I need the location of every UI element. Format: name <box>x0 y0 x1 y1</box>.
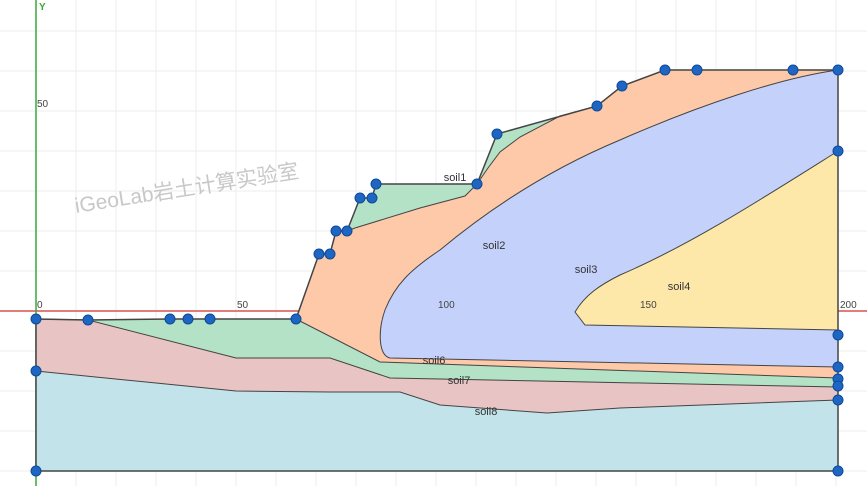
x-tick-label: 200 <box>840 300 857 311</box>
boundary <box>295 318 839 379</box>
x-tick-label: 50 <box>237 300 249 311</box>
vertex[interactable] <box>30 313 42 325</box>
soil-layers <box>35 69 839 472</box>
vertex[interactable] <box>341 225 353 237</box>
vertex[interactable] <box>659 64 671 76</box>
vertex[interactable] <box>491 128 503 140</box>
y-tick-label: 50 <box>37 99 49 110</box>
soil-label: soil4 <box>668 281 691 293</box>
vertex[interactable] <box>82 314 94 326</box>
soil-label: soil6 <box>423 355 446 367</box>
soil6-region <box>88 319 838 387</box>
x-tick-label: 150 <box>640 300 657 311</box>
vertex[interactable] <box>832 465 844 477</box>
vertex[interactable] <box>354 192 366 204</box>
vertex[interactable] <box>164 313 176 325</box>
vertex[interactable] <box>313 248 325 260</box>
x-tick-label: 100 <box>438 300 455 311</box>
soil1-region <box>336 184 477 231</box>
vertex[interactable] <box>832 361 844 373</box>
vertex[interactable] <box>832 145 844 157</box>
vertex[interactable] <box>324 248 336 260</box>
soil-label: soil8 <box>475 406 498 418</box>
vertex[interactable] <box>330 225 342 237</box>
vertex[interactable] <box>832 329 844 341</box>
soil1-region <box>477 106 597 184</box>
soil-label: soil2 <box>483 240 506 252</box>
vertex[interactable] <box>832 64 844 76</box>
vertex[interactable] <box>30 465 42 477</box>
soil7-region <box>36 319 838 413</box>
vertex[interactable] <box>290 313 302 325</box>
x-tick-label: 0 <box>37 300 43 311</box>
vertex[interactable] <box>366 192 378 204</box>
vertex[interactable] <box>471 178 483 190</box>
vertex[interactable] <box>787 64 799 76</box>
watermark: iGeoLab岩土计算实验室 <box>73 160 300 218</box>
vertices <box>30 64 844 477</box>
vertex[interactable] <box>370 178 382 190</box>
boundary <box>346 183 478 232</box>
vertex[interactable] <box>616 80 628 92</box>
vertex[interactable] <box>591 100 603 112</box>
soil-label: soil7 <box>448 375 471 387</box>
vertex[interactable] <box>832 394 844 406</box>
vertex[interactable] <box>30 365 42 377</box>
vertex[interactable] <box>204 313 216 325</box>
soil8-region <box>36 371 838 471</box>
y-axis-label: Y <box>39 2 46 13</box>
soil4-region <box>574 150 839 331</box>
soil-label: soil1 <box>444 172 467 184</box>
vertex[interactable] <box>832 380 844 392</box>
soil-label: soil3 <box>575 264 598 276</box>
boundary <box>35 370 839 414</box>
vertex[interactable] <box>182 313 194 325</box>
vertex[interactable] <box>691 64 703 76</box>
